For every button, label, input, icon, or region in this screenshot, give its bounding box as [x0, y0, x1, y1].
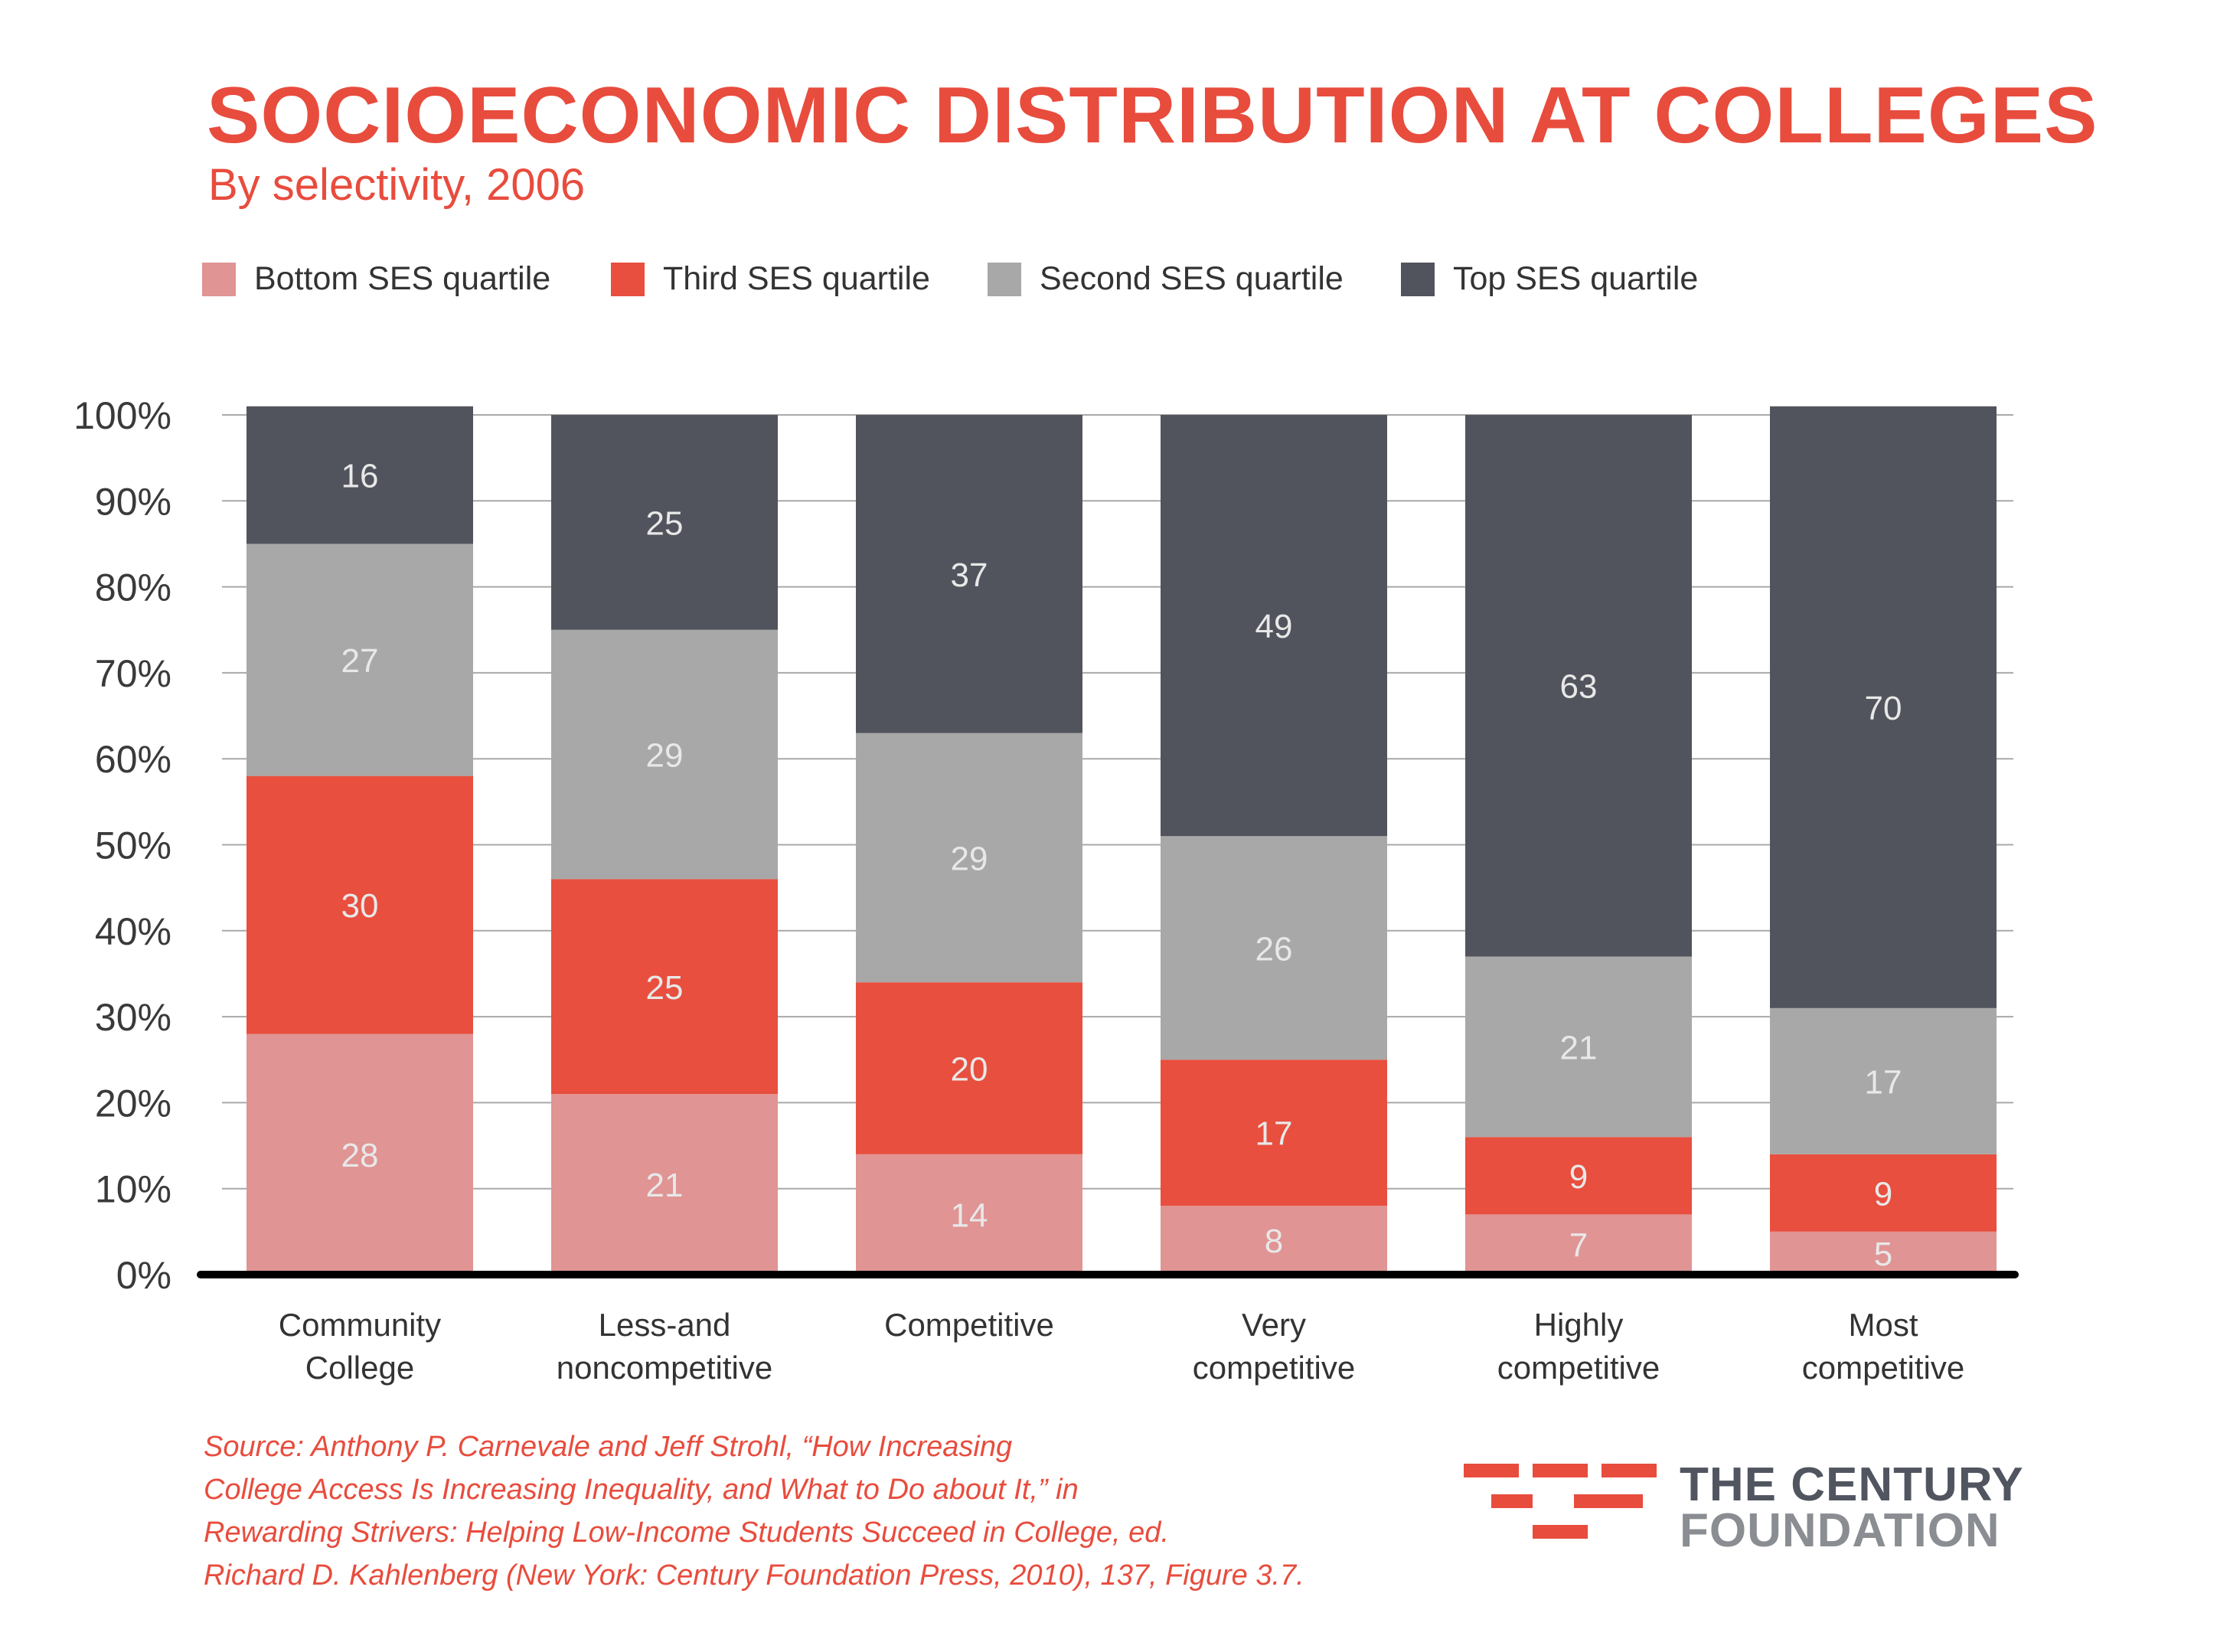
logo-line-1: THE CENTURY: [1680, 1458, 2024, 1511]
logo-mark-icon: [1464, 1464, 1657, 1539]
legend-label-bottom-quartile: Bottom SES quartile: [254, 260, 551, 297]
data-label: 49: [1255, 608, 1293, 645]
legend-item-second-quartile: Second SES quartile: [988, 260, 1344, 298]
data-label: 20: [951, 1050, 988, 1088]
x-tick-label: Most: [1848, 1307, 1918, 1343]
bar-segment: [856, 982, 1082, 1154]
y-tick-label: 60%: [95, 738, 171, 781]
legend-swatch-top-quartile: [1401, 262, 1435, 296]
century-foundation-logo: THE CENTURY FOUNDATION: [1464, 1458, 2137, 1565]
data-label: 7: [1569, 1227, 1588, 1265]
data-label: 28: [341, 1137, 379, 1174]
x-tick-label: noncompetitive: [557, 1350, 773, 1386]
bar-segment: [856, 415, 1082, 733]
bar-segment: [551, 879, 778, 1095]
x-tick-label: Less-and: [599, 1307, 731, 1343]
legend-swatch-second-quartile: [988, 262, 1021, 296]
data-label: 25: [646, 969, 684, 1007]
bar-segment: [1465, 956, 1692, 1138]
data-label: 63: [1560, 668, 1598, 706]
data-label: 30: [341, 887, 379, 925]
y-tick-label: 30%: [95, 996, 171, 1039]
source-note: Source: Anthony P. Carnevale and Jeff St…: [204, 1425, 1304, 1597]
data-label: 9: [1874, 1175, 1892, 1213]
data-label: 16: [341, 458, 379, 495]
x-tick-label: College: [305, 1350, 414, 1386]
data-label: 29: [646, 737, 684, 775]
bar-segment: [1465, 1137, 1692, 1215]
legend-item-bottom-quartile: Bottom SES quartile: [202, 260, 550, 298]
bar-segment: [1161, 415, 1387, 837]
legend-swatch-bottom-quartile: [202, 262, 236, 296]
data-label: 25: [646, 504, 684, 542]
y-tick-label: 100%: [73, 394, 171, 437]
y-tick-label: 0%: [116, 1254, 171, 1297]
legend: Bottom SES quartile Third SES quartile S…: [202, 260, 2116, 322]
bar-segment: [247, 406, 473, 544]
bar-segment: [247, 544, 473, 776]
data-label: 27: [341, 642, 379, 680]
logo-text: THE CENTURY FOUNDATION: [1680, 1458, 2024, 1557]
data-label: 8: [1265, 1223, 1283, 1260]
data-label: 70: [1865, 690, 1902, 727]
bar-segment: [1161, 1206, 1387, 1275]
bar-segment: [856, 1154, 1082, 1275]
source-line: College Access Is Increasing Inequality,…: [204, 1474, 1079, 1506]
y-tick-label: 70%: [95, 652, 171, 695]
bar-segment: [1161, 1059, 1387, 1206]
data-label: 17: [1255, 1115, 1293, 1153]
data-label: 29: [951, 840, 988, 877]
legend-label-third-quartile: Third SES quartile: [663, 260, 930, 297]
bar-segment: [551, 415, 778, 630]
bar-segment: [1770, 1007, 1997, 1154]
y-tick-label: 10%: [95, 1168, 171, 1211]
data-label: 26: [1255, 930, 1293, 968]
bar-segment: [1465, 1214, 1692, 1275]
chart-title: SOCIOECONOMIC DISTRIBUTION AT COLLEGES: [207, 71, 2098, 160]
x-tick-label: Highly: [1534, 1307, 1624, 1343]
bar-segment: [1770, 1154, 1997, 1232]
legend-label-second-quartile: Second SES quartile: [1040, 260, 1344, 297]
data-label: 21: [1560, 1029, 1598, 1066]
legend-label-top-quartile: Top SES quartile: [1453, 260, 1699, 297]
bar-segment: [1770, 406, 1997, 1008]
data-label: 5: [1874, 1236, 1892, 1273]
y-tick-label: 90%: [95, 480, 171, 523]
data-label: 21: [646, 1167, 684, 1204]
legend-swatch-third-quartile: [611, 262, 645, 296]
y-tick-label: 40%: [95, 910, 171, 953]
bar-segment: [1465, 415, 1692, 957]
x-tick-label: competitive: [1497, 1350, 1660, 1386]
data-label: 14: [951, 1197, 988, 1234]
bar-segment: [856, 733, 1082, 983]
data-label: 9: [1569, 1158, 1588, 1196]
bar-segment: [551, 1094, 778, 1275]
bar-segment: [247, 775, 473, 1034]
x-tick-label: competitive: [1193, 1350, 1355, 1386]
bar-segment: [551, 629, 778, 880]
x-tick-label: competitive: [1802, 1350, 1964, 1386]
data-label: 37: [951, 557, 988, 594]
x-tick-label: Community: [279, 1307, 441, 1343]
x-tick-label: Very: [1242, 1307, 1306, 1343]
data-label: 17: [1865, 1063, 1902, 1101]
bar-segment: [247, 1033, 473, 1275]
x-tick-label: Competitive: [884, 1307, 1054, 1343]
source-line: Source: Anthony P. Carnevale and Jeff St…: [204, 1431, 1013, 1463]
bar-segment: [1161, 836, 1387, 1060]
legend-item-top-quartile: Top SES quartile: [1401, 260, 1698, 298]
legend-item-third-quartile: Third SES quartile: [611, 260, 930, 298]
source-line: Rewarding Strivers: Helping Low-Income S…: [204, 1517, 1169, 1549]
chart-subtitle: By selectivity, 2006: [208, 160, 586, 210]
logo-line-2: FOUNDATION: [1680, 1504, 2000, 1557]
y-tick-label: 80%: [95, 566, 171, 609]
y-tick-label: 20%: [95, 1082, 171, 1125]
bar-segment: [1770, 1231, 1997, 1275]
y-tick-label: 50%: [95, 824, 171, 867]
source-line: Richard D. Kahlenberg (New York: Century…: [204, 1559, 1304, 1592]
